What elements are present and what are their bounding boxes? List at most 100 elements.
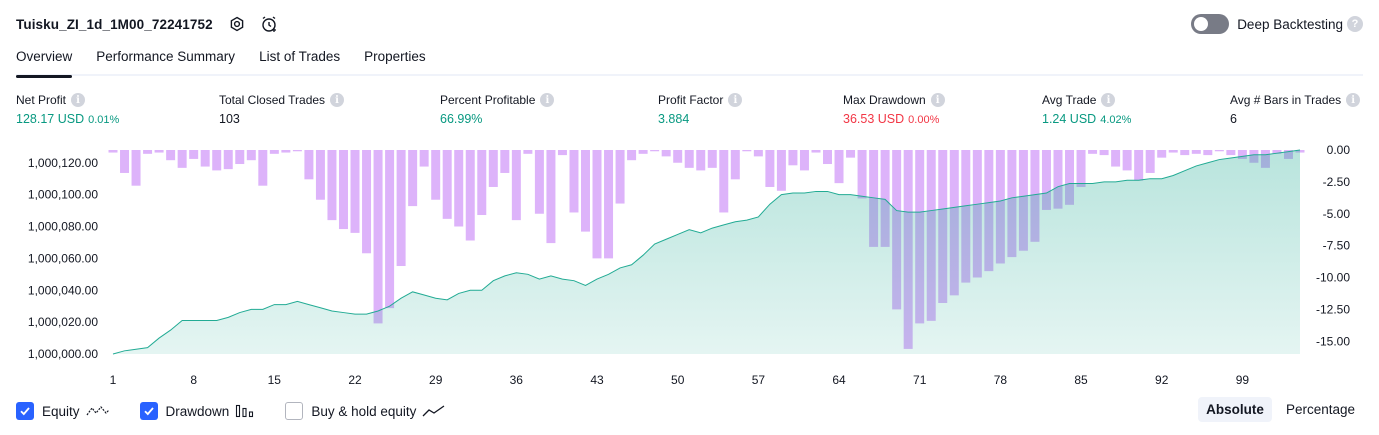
drawdown-bar: [292, 150, 302, 152]
drawdown-bar: [315, 150, 325, 200]
deep-backtesting-control: Deep Backtesting ?: [1191, 12, 1363, 36]
metric-value: 66.99%: [440, 112, 483, 126]
x-tick-label: 78: [994, 373, 1008, 387]
metric-max-drawdown: Max Drawdown i 36.53 USD 0.00%: [843, 93, 945, 126]
equity-checkbox[interactable]: Equity: [16, 402, 110, 420]
metric-label: Profit Factor: [658, 93, 724, 107]
drawdown-bar: [465, 150, 475, 241]
drawdown-bar: [154, 150, 164, 153]
drawdown-bar: [1134, 150, 1144, 181]
metric-percent-profitable: Percent Profitable i 66.99%: [440, 93, 555, 126]
drawdown-bar: [650, 150, 660, 152]
x-tick-label: 57: [752, 373, 766, 387]
drawdown-bar: [696, 150, 706, 171]
drawdown-bar: [523, 150, 533, 154]
x-tick-label: 43: [590, 373, 604, 387]
equity-series: [112, 149, 1301, 355]
drawdown-bar: [350, 150, 360, 233]
metric-sub-value: 0.00%: [908, 114, 940, 126]
drawdown-bar: [511, 150, 521, 221]
metric-sub-value: 0.01%: [88, 114, 120, 126]
drawdown-bar: [592, 150, 602, 259]
drawdown-bar: [719, 150, 729, 213]
absolute-button[interactable]: Absolute: [1198, 397, 1272, 422]
drawdown-bar: [177, 150, 187, 168]
drawdown-bar: [534, 150, 544, 214]
metric-value: 128.17 USD: [16, 112, 85, 126]
y-right-tick-label: -15.00: [1316, 334, 1350, 348]
left-axis: 1,000,000.00 1,000,020.00 1,000,040.00 1,00…: [28, 156, 98, 361]
x-axis: 1 8 15 22 29 36 43 50 57 64 71 78 85 92 99: [110, 373, 1250, 387]
tab-overview[interactable]: Overview: [16, 46, 73, 78]
drawdown-bars-icon: [235, 404, 255, 418]
tab-performance-summary[interactable]: Performance Summary: [96, 49, 236, 64]
drawdown-bar: [212, 150, 222, 171]
settings-icon[interactable]: [227, 14, 247, 34]
metric-label: Net Profit: [16, 93, 67, 107]
add-alert-icon[interactable]: [259, 14, 279, 34]
drawdown-bar: [500, 150, 510, 173]
drawdown-bar: [1168, 150, 1178, 153]
drawdown-bar: [857, 150, 867, 199]
info-icon[interactable]: i: [540, 93, 555, 107]
drawdown-bar: [627, 150, 637, 161]
drawdown-bar: [108, 150, 118, 153]
x-tick-label: 71: [913, 373, 927, 387]
drawdown-bar: [373, 150, 383, 324]
drawdown-bar: [1295, 150, 1305, 153]
deep-backtesting-toggle[interactable]: [1191, 14, 1230, 34]
drawdown-bar: [1226, 150, 1236, 156]
metric-label: Avg # Bars in Trades: [1230, 93, 1342, 107]
metric-avg-trade: Avg Trade i 1.24 USD 4.02%: [1042, 93, 1131, 126]
drawdown-bar: [557, 150, 567, 156]
drawdown-bar: [200, 150, 210, 167]
x-tick-label: 92: [1155, 373, 1169, 387]
drawdown-bar: [189, 150, 199, 159]
drawdown-bar: [1237, 150, 1247, 159]
y-left-tick-label: 1,000,060.00: [28, 251, 98, 265]
y-left-tick-label: 1,000,100.00: [28, 188, 98, 202]
drawdown-bar: [1272, 150, 1282, 154]
x-tick-label: 1: [110, 373, 117, 387]
info-icon[interactable]: i: [930, 93, 945, 107]
drawdown-bar: [166, 150, 176, 161]
drawdown-bar: [269, 150, 279, 154]
checkbox-checked-icon[interactable]: [139, 402, 158, 420]
x-tick-label: 36: [510, 373, 524, 387]
metric-value: 1.24 USD: [1042, 112, 1097, 126]
drawdown-bar: [1076, 150, 1086, 187]
drawdown-bar: [131, 150, 141, 186]
info-icon[interactable]: i: [330, 93, 345, 107]
equity-drawdown-chart[interactable]: 1,000,000.00 1,000,020.00 1,000,040.00 1,00…: [0, 140, 1379, 392]
drawdown-bar: [120, 150, 130, 173]
drawdown-bar: [1214, 150, 1224, 152]
report-tabs: Overview Performance Summary List of Tra…: [16, 46, 1363, 78]
equity-line: [112, 149, 1301, 355]
buy-hold-checkbox[interactable]: Buy & hold equity: [285, 402, 446, 420]
y-left-tick-label: 1,000,020.00: [28, 315, 98, 329]
x-tick-label: 99: [1236, 373, 1250, 387]
drawdown-bar: [1180, 150, 1190, 156]
drawdown-bar: [246, 150, 256, 161]
x-tick-label: 15: [268, 373, 282, 387]
drawdown-bar: [765, 150, 775, 187]
checkbox-checked-icon[interactable]: [16, 402, 34, 420]
equity-label: Equity: [42, 403, 80, 419]
drawdown-bar: [1065, 150, 1075, 205]
tab-list-of-trades[interactable]: List of Trades: [259, 49, 341, 64]
info-icon[interactable]: i: [728, 93, 743, 107]
drawdown-checkbox[interactable]: Drawdown: [139, 402, 256, 420]
help-icon[interactable]: ?: [1347, 16, 1363, 32]
drawdown-bar: [408, 150, 418, 207]
value-mode-switch: Absolute Percentage: [1198, 397, 1363, 422]
info-icon[interactable]: i: [1101, 93, 1116, 107]
checkbox-unchecked-icon[interactable]: [285, 402, 304, 420]
x-tick-label: 85: [1074, 373, 1088, 387]
percentage-button[interactable]: Percentage: [1285, 402, 1355, 417]
tab-properties[interactable]: Properties: [364, 49, 426, 64]
drawdown-bar: [396, 150, 406, 267]
info-icon[interactable]: i: [71, 93, 86, 107]
info-icon[interactable]: i: [1346, 93, 1361, 107]
drawdown-bar: [1088, 150, 1098, 154]
drawdown-bar: [477, 150, 487, 216]
